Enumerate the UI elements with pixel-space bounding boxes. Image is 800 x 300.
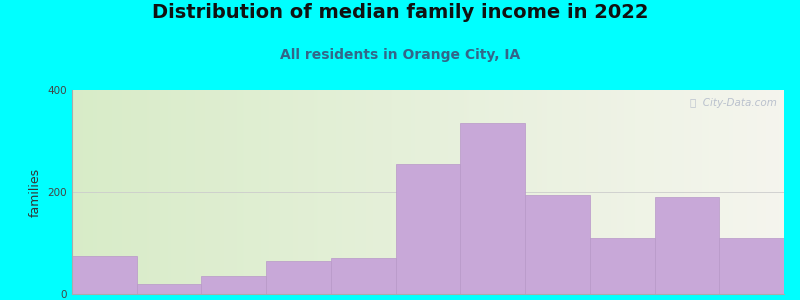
Text: All residents in Orange City, IA: All residents in Orange City, IA xyxy=(280,48,520,62)
Text: Distribution of median family income in 2022: Distribution of median family income in … xyxy=(152,3,648,22)
Bar xyxy=(590,238,654,294)
Bar xyxy=(654,197,719,294)
Bar xyxy=(460,123,525,294)
Bar xyxy=(202,276,266,294)
Bar xyxy=(719,238,784,294)
Bar xyxy=(396,164,460,294)
Y-axis label: families: families xyxy=(29,167,42,217)
Bar xyxy=(331,258,396,294)
Bar xyxy=(72,256,137,294)
Bar xyxy=(266,261,331,294)
Bar xyxy=(137,284,202,294)
Bar xyxy=(525,194,590,294)
Text: Ⓢ  City-Data.com: Ⓢ City-Data.com xyxy=(690,98,777,108)
